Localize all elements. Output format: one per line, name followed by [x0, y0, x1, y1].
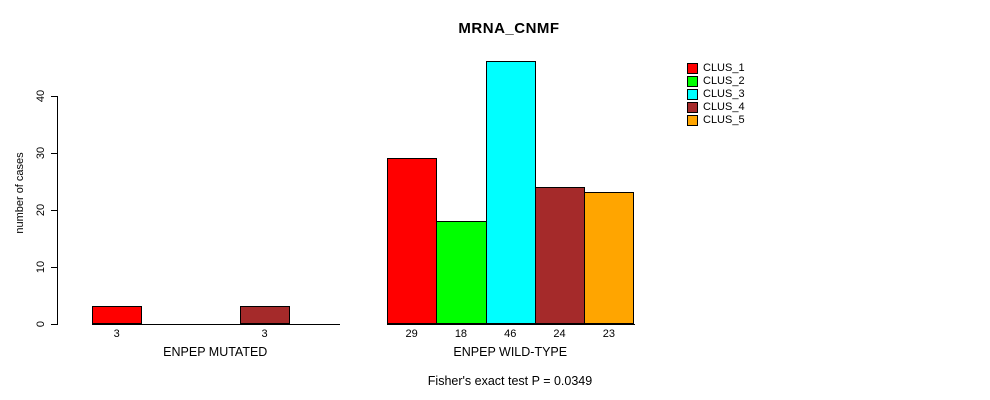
- y-tick-label: 0: [35, 320, 47, 327]
- chart-title: MRNA_CNMF: [458, 20, 560, 37]
- bar-clus_3: [485, 61, 536, 325]
- y-axis-line: [57, 95, 58, 325]
- bar-clus_2: [436, 220, 487, 325]
- bar-clus_4: [239, 306, 291, 325]
- bar-value-label: 23: [602, 328, 615, 340]
- legend-swatch-icon: [687, 102, 698, 113]
- y-axis-label: number of cases: [14, 152, 26, 234]
- legend-item: CLUS_1: [687, 62, 745, 75]
- y-tick-mark: [51, 323, 57, 325]
- legend-item: CLUS_4: [687, 101, 745, 114]
- y-tick-label: 10: [35, 260, 47, 273]
- group-label: ENPEP WILD-TYPE: [453, 345, 568, 359]
- bar-value-label: 18: [454, 328, 468, 340]
- legend-swatch-icon: [687, 63, 698, 74]
- group-label: ENPEP MUTATED: [163, 345, 268, 359]
- legend: CLUS_1 CLUS_2 CLUS_3 CLUS_4 CLUS_5: [687, 62, 745, 127]
- bar-value-label: 3: [261, 328, 268, 340]
- legend-item: CLUS_5: [687, 114, 745, 127]
- legend-item: CLUS_3: [687, 88, 745, 101]
- bar-clus_5: [584, 192, 635, 325]
- legend-label: CLUS_1: [703, 62, 745, 74]
- y-tick-label: 20: [35, 203, 47, 216]
- legend-label: CLUS_4: [703, 101, 745, 113]
- bar-value-label: 46: [504, 328, 517, 340]
- legend-swatch-icon: [687, 115, 698, 126]
- bar-value-label: 29: [405, 328, 418, 340]
- fisher-test-annotation: Fisher's exact test P = 0.0349: [427, 374, 593, 388]
- legend-label: CLUS_2: [703, 75, 745, 87]
- bar-clus_1: [92, 306, 143, 325]
- legend-label: CLUS_3: [703, 88, 745, 100]
- legend-swatch-icon: [687, 76, 698, 87]
- bar-clus_1: [387, 158, 438, 325]
- y-tick-label: 40: [35, 89, 47, 102]
- bar-value-label: 3: [113, 328, 120, 340]
- legend-swatch-icon: [687, 89, 698, 100]
- y-tick-mark: [51, 95, 57, 97]
- bar-clus_4: [534, 186, 586, 325]
- y-tick-label: 30: [35, 146, 47, 159]
- x-axis-baseline: [92, 323, 340, 325]
- y-tick-mark: [51, 152, 57, 154]
- bar-value-label: 24: [553, 328, 566, 340]
- legend-label: CLUS_5: [703, 114, 745, 126]
- y-tick-mark: [51, 209, 57, 211]
- y-tick-mark: [51, 266, 57, 268]
- legend-item: CLUS_2: [687, 75, 745, 88]
